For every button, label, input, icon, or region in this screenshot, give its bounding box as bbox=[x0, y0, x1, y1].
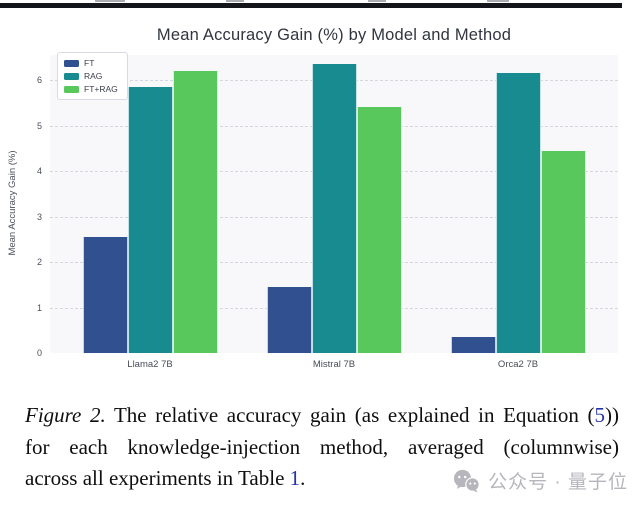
caption-figure-number: Figure 2. bbox=[25, 403, 106, 427]
legend-label: RAG bbox=[84, 71, 103, 81]
bar-ft-rag-llama2-7b bbox=[172, 70, 218, 353]
y-tick-label: 5 bbox=[36, 120, 42, 131]
bar-ft-rag-mistral-7b bbox=[356, 107, 402, 353]
legend-item-ft: FT bbox=[64, 58, 118, 68]
caption-line: Figure 2. The relative accuracy gain (as… bbox=[25, 400, 619, 432]
y-tick-label: 4 bbox=[36, 166, 42, 176]
caption-reference-link[interactable]: 5 bbox=[594, 403, 606, 427]
legend-label: FT+RAG bbox=[84, 84, 118, 94]
bar-rag-mistral-7b bbox=[311, 64, 357, 353]
x-tick-label: Llama2 7B bbox=[127, 359, 173, 370]
bar-rag-llama2-7b bbox=[127, 86, 173, 353]
y-tick-label: 6 bbox=[36, 75, 42, 86]
chart-title: Mean Accuracy Gain (%) by Model and Meth… bbox=[156, 26, 512, 44]
cropped-text-remnant bbox=[368, 0, 386, 2]
figure-caption: Figure 2. The relative accuracy gain (as… bbox=[25, 400, 619, 495]
caption-text: across all experiments in Table bbox=[25, 466, 290, 490]
legend-item-rag: RAG bbox=[64, 71, 118, 81]
bar-ft-llama2-7b bbox=[82, 237, 128, 353]
chart-legend: FT RAG FT+RAG bbox=[57, 52, 128, 100]
caption-text: . bbox=[300, 466, 306, 490]
caption-text: The relative accuracy gain (as explained… bbox=[105, 403, 595, 427]
legend-swatch-icon bbox=[64, 59, 79, 67]
y-tick-label: 1 bbox=[36, 302, 42, 313]
legend-label: FT bbox=[84, 58, 95, 68]
caption-reference-link[interactable]: 1 bbox=[289, 466, 301, 490]
wechat-icon bbox=[454, 469, 480, 492]
bar-ft-orca2-7b bbox=[450, 337, 496, 353]
table-bottom-rule bbox=[0, 3, 622, 8]
caption-line: across all experiments in Table 1. bbox=[25, 463, 619, 495]
x-tick-label: Mistral 7B bbox=[312, 359, 356, 370]
caption-line: for each knowledge-injection method, ave… bbox=[25, 432, 619, 464]
y-tick-label: 0 bbox=[36, 348, 42, 358]
x-tick-label: Orca2 7B bbox=[497, 359, 539, 370]
watermark-text: 公众号 · 量子位 bbox=[488, 472, 628, 493]
bar-rag-orca2-7b bbox=[495, 73, 541, 353]
bar-ft-rag-orca2-7b bbox=[540, 150, 586, 353]
caption-text: for each knowledge-injection method, ave… bbox=[25, 434, 619, 459]
watermark: 公众号 · 量子位 bbox=[452, 467, 628, 494]
legend-swatch-icon bbox=[64, 72, 79, 80]
cropped-text-remnant bbox=[226, 0, 244, 2]
y-tick-label: 3 bbox=[36, 211, 42, 222]
bar-ft-mistral-7b bbox=[266, 287, 312, 353]
legend-swatch-icon bbox=[64, 85, 79, 93]
cropped-text-remnant bbox=[95, 0, 125, 2]
y-tick-label: 2 bbox=[36, 257, 42, 267]
legend-item-ft-rag: FT+RAG bbox=[64, 84, 118, 94]
plot-area bbox=[50, 55, 618, 353]
y-axis-label: Mean Accuracy Gain (%) bbox=[7, 150, 18, 256]
cropped-text-remnant bbox=[487, 0, 509, 2]
caption-text: )) bbox=[605, 403, 619, 427]
